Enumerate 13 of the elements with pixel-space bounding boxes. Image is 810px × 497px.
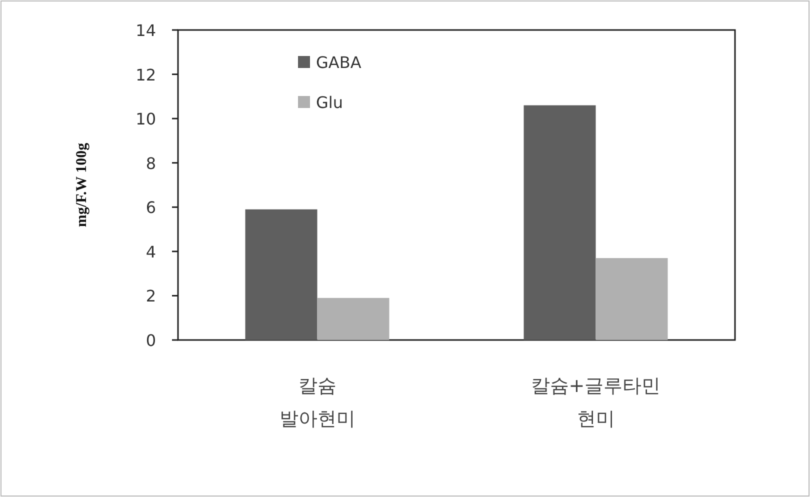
- x-tick-label: 칼슘 발아현미: [279, 375, 356, 430]
- legend-label: Glu: [316, 93, 343, 112]
- y-tick-label: 12: [136, 65, 156, 84]
- y-tick-label: 10: [136, 110, 156, 129]
- x-tick-label: 칼슘+글루타민 현미: [530, 375, 661, 430]
- y-tick-label: 8: [146, 154, 156, 173]
- y-tick-label: 4: [146, 242, 156, 262]
- y-tick-label: 2: [146, 286, 156, 306]
- y-tick-label: 14: [136, 21, 156, 40]
- y-tick-label: 6: [146, 198, 156, 218]
- legend-label: GABA: [316, 53, 362, 72]
- y-tick-label: 0: [146, 331, 156, 350]
- y-axis-title: mg/F.W 100g: [74, 142, 90, 228]
